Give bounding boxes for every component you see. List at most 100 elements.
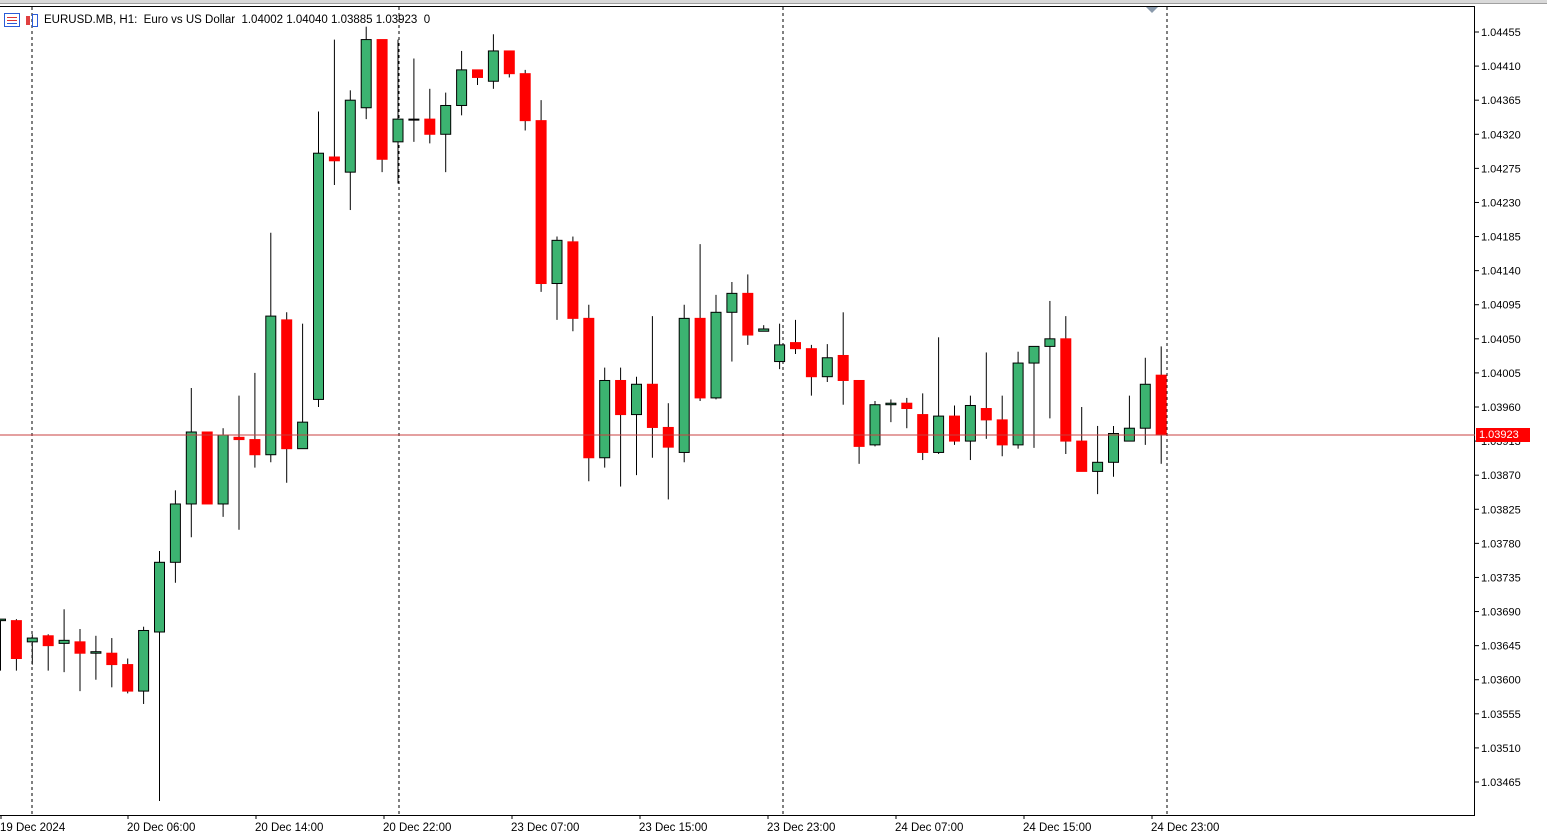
bear-candle-body	[519, 73, 531, 122]
candle	[281, 312, 293, 483]
bear-candle-body	[535, 120, 547, 285]
candle	[662, 403, 674, 500]
time-tick-label: 24 Dec 07:00	[895, 822, 963, 834]
candle	[742, 274, 754, 345]
candle	[487, 34, 499, 89]
time-tick-label: 20 Dec 06:00	[127, 822, 195, 834]
candle	[980, 352, 992, 439]
price-tick-label: 1.04140	[1481, 266, 1521, 278]
candle	[1123, 395, 1135, 442]
candle	[313, 111, 324, 407]
candle	[1108, 425, 1119, 477]
candle	[933, 337, 945, 454]
candle	[392, 39, 404, 184]
price-tick-label: 1.04455	[1481, 27, 1521, 39]
time-tick-label: 24 Dec 15:00	[1023, 822, 1091, 834]
price-tick-label: 1.03645	[1481, 641, 1521, 653]
bull-candle-body	[344, 99, 356, 173]
bear-candle-body	[233, 436, 245, 441]
candle	[631, 376, 642, 476]
candle	[0, 618, 6, 671]
bull-candle-body	[90, 651, 102, 654]
time-tick-label: 23 Dec 15:00	[639, 822, 707, 834]
candle	[1044, 300, 1056, 419]
bear-candle-body	[996, 419, 1008, 446]
candle	[1139, 357, 1151, 445]
bull-candle-body	[933, 415, 945, 453]
time-tick-label: 23 Dec 07:00	[511, 822, 579, 834]
candle	[424, 88, 436, 144]
bear-candle-body	[376, 39, 388, 160]
candle	[472, 69, 483, 86]
candle	[583, 304, 595, 482]
candle	[408, 58, 420, 142]
price-tick-label: 1.03465	[1481, 777, 1521, 789]
candle	[917, 393, 929, 461]
symbol-info-text: EURUSD.MB, H1: Euro vs US Dollar 1.04002…	[44, 14, 431, 26]
candle	[58, 609, 70, 673]
price-tick-label: 1.03600	[1481, 675, 1521, 687]
bear-candle-body	[917, 414, 929, 453]
price-tick-label: 1.03735	[1481, 572, 1521, 584]
candle	[42, 634, 54, 671]
price-tick-label: 1.04095	[1481, 300, 1521, 312]
bear-candle-body	[615, 379, 627, 416]
bear-candle-body	[1155, 374, 1167, 436]
bear-candle-body	[901, 402, 913, 410]
time-axis: 19 Dec 2024 20 Dec 06:00 20 Dec 14:00 20 De…	[0, 815, 1219, 834]
table-icon[interactable]	[4, 13, 20, 27]
candle	[138, 626, 150, 704]
candle	[360, 26, 372, 120]
bull-candle-body	[774, 344, 786, 363]
bear-candle-body	[1060, 338, 1072, 442]
price-tick-label: 1.03960	[1481, 402, 1521, 414]
bull-candle-body	[487, 50, 499, 82]
bear-candle-body	[281, 319, 293, 450]
bear-candle-body	[742, 292, 754, 336]
price-tick-label: 1.04005	[1481, 368, 1521, 380]
candle	[901, 397, 913, 429]
candle	[265, 232, 277, 463]
bear-candle-body	[201, 431, 213, 505]
candle	[90, 635, 102, 680]
time-tick-label: 20 Dec 22:00	[383, 822, 451, 834]
candle	[678, 304, 690, 463]
candle	[10, 619, 22, 671]
candle	[1060, 316, 1072, 454]
price-tick-label: 1.04230	[1481, 197, 1521, 209]
time-tick-label: 23 Dec 23:00	[767, 822, 835, 834]
price-tick-label: 1.04275	[1481, 163, 1521, 175]
price-axis: 1.04455 1.04410 1.04365 1.04320 1.04275 1.042…	[1475, 27, 1521, 789]
candle	[869, 400, 881, 447]
bear-candle-body	[328, 156, 340, 162]
candle	[853, 379, 865, 464]
bear-candle-body	[662, 426, 674, 448]
candle	[599, 367, 611, 468]
bear-candle-body	[122, 664, 134, 692]
bull-candle-body	[869, 404, 881, 446]
time-tick-label: 20 Dec 14:00	[255, 822, 323, 834]
bull-candle-body	[758, 328, 770, 332]
candle	[790, 319, 801, 354]
bull-candle-body	[0, 618, 6, 622]
bull-candle-body	[313, 152, 324, 400]
candles-icon[interactable]	[24, 13, 40, 27]
plot-area[interactable]	[0, 6, 1475, 816]
bear-candle-body	[10, 620, 22, 660]
bull-candle-body	[964, 404, 976, 442]
bull-candle-body	[1139, 383, 1151, 429]
price-tick-label: 1.03780	[1481, 538, 1521, 550]
bear-candle-body	[106, 652, 118, 666]
price-tick-label: 1.03555	[1481, 709, 1521, 721]
candle	[1155, 346, 1167, 464]
bear-candle-body	[42, 635, 54, 647]
scroll-marker-icon[interactable]	[1146, 7, 1158, 13]
candle	[1092, 425, 1104, 495]
bear-candle-body	[980, 408, 992, 421]
candle	[26, 634, 38, 665]
bear-candle-body	[424, 118, 436, 135]
candle	[344, 90, 356, 211]
candle	[185, 388, 197, 538]
